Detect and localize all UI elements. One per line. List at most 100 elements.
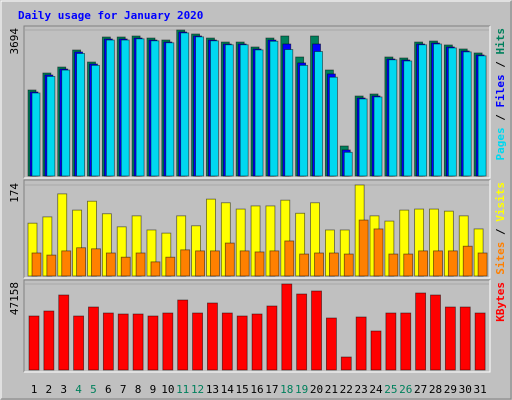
bar <box>462 51 472 177</box>
y-tick-label: 47158 <box>8 282 21 315</box>
bar <box>444 306 456 371</box>
bar <box>266 305 278 371</box>
legend-separator: / <box>494 55 507 75</box>
bar <box>150 261 161 277</box>
bar <box>373 96 383 177</box>
bar <box>418 44 428 177</box>
bar <box>102 312 114 371</box>
bar <box>281 283 293 371</box>
bar <box>150 40 160 177</box>
bevel <box>23 279 490 372</box>
x-tick-label: 24 <box>369 383 383 396</box>
x-tick-label: 30 <box>459 383 472 396</box>
x-tick-label: 15 <box>236 383 249 396</box>
bar <box>284 240 295 277</box>
bar <box>221 312 233 371</box>
bar <box>61 69 71 177</box>
bar <box>388 253 399 277</box>
x-tick-label: 17 <box>265 383 278 396</box>
bar <box>31 252 42 277</box>
bar <box>76 247 87 277</box>
x-tick-label: 28 <box>429 383 442 396</box>
bevel <box>23 25 490 178</box>
x-tick-label: 14 <box>221 383 235 396</box>
bar <box>165 42 175 177</box>
bar <box>462 245 473 277</box>
x-tick-label: 2 <box>46 383 53 396</box>
y-tick-label: 174 <box>8 183 21 203</box>
x-tick-label: 16 <box>250 383 263 396</box>
legend-entry: KBytes <box>494 282 507 322</box>
bar <box>207 302 218 371</box>
bar <box>31 92 41 177</box>
bar <box>311 290 322 371</box>
x-tick-label: 11 <box>176 383 189 396</box>
bevel <box>23 179 490 278</box>
bevel <box>24 280 491 373</box>
bar <box>343 253 354 277</box>
bar <box>314 51 323 177</box>
legend-separator: / <box>494 222 507 242</box>
bar <box>474 312 486 371</box>
bar <box>58 294 70 371</box>
legend: Pages / Files / Hits <box>494 28 507 161</box>
bar <box>343 151 353 177</box>
bar <box>358 98 368 177</box>
x-tick-label: 6 <box>105 383 112 396</box>
x-tick-label: 21 <box>325 383 338 396</box>
bar <box>210 40 219 177</box>
legend: Sites / Visits <box>494 182 507 275</box>
bar <box>447 47 457 177</box>
bar <box>236 315 248 371</box>
legend-entry: Hits <box>494 28 507 55</box>
bar <box>328 76 338 177</box>
x-tick-label: 27 <box>414 383 427 396</box>
bar <box>135 38 145 177</box>
x-tick-label: 4 <box>75 383 82 396</box>
bar <box>135 252 146 277</box>
bar <box>284 49 294 177</box>
bar <box>430 294 441 371</box>
x-tick-label: 12 <box>191 383 204 396</box>
bar <box>105 252 116 277</box>
bar <box>91 64 100 177</box>
bar <box>61 250 72 277</box>
x-tick-label: 7 <box>120 383 127 396</box>
bar <box>254 49 264 177</box>
bevel <box>24 180 491 279</box>
bar <box>403 253 414 277</box>
bar <box>296 293 308 371</box>
bar <box>91 248 101 277</box>
bar <box>385 312 397 371</box>
bar <box>477 252 488 277</box>
x-tick-label: 1 <box>31 383 38 396</box>
bar <box>117 313 129 371</box>
bar <box>132 313 144 371</box>
bar <box>314 252 324 277</box>
x-tick-label: 10 <box>161 383 174 396</box>
legend-separator: / <box>494 108 507 128</box>
bar <box>43 310 55 371</box>
bar <box>299 64 309 177</box>
bar <box>418 250 429 277</box>
bar <box>195 36 204 177</box>
bar <box>370 330 382 371</box>
bar <box>177 299 189 371</box>
bar <box>105 39 115 177</box>
x-tick-label: 20 <box>310 383 323 396</box>
bar <box>180 32 190 177</box>
bar <box>328 252 339 277</box>
x-tick-label: 13 <box>206 383 219 396</box>
legend-entry: Files <box>494 74 507 107</box>
x-tick-label: 23 <box>355 383 368 396</box>
bar <box>88 306 99 371</box>
bar <box>210 250 220 277</box>
bar <box>192 312 203 371</box>
bar <box>239 250 250 277</box>
bar <box>269 40 279 177</box>
chart-title: Daily usage for January 2020 <box>18 9 203 22</box>
bar <box>433 43 442 177</box>
